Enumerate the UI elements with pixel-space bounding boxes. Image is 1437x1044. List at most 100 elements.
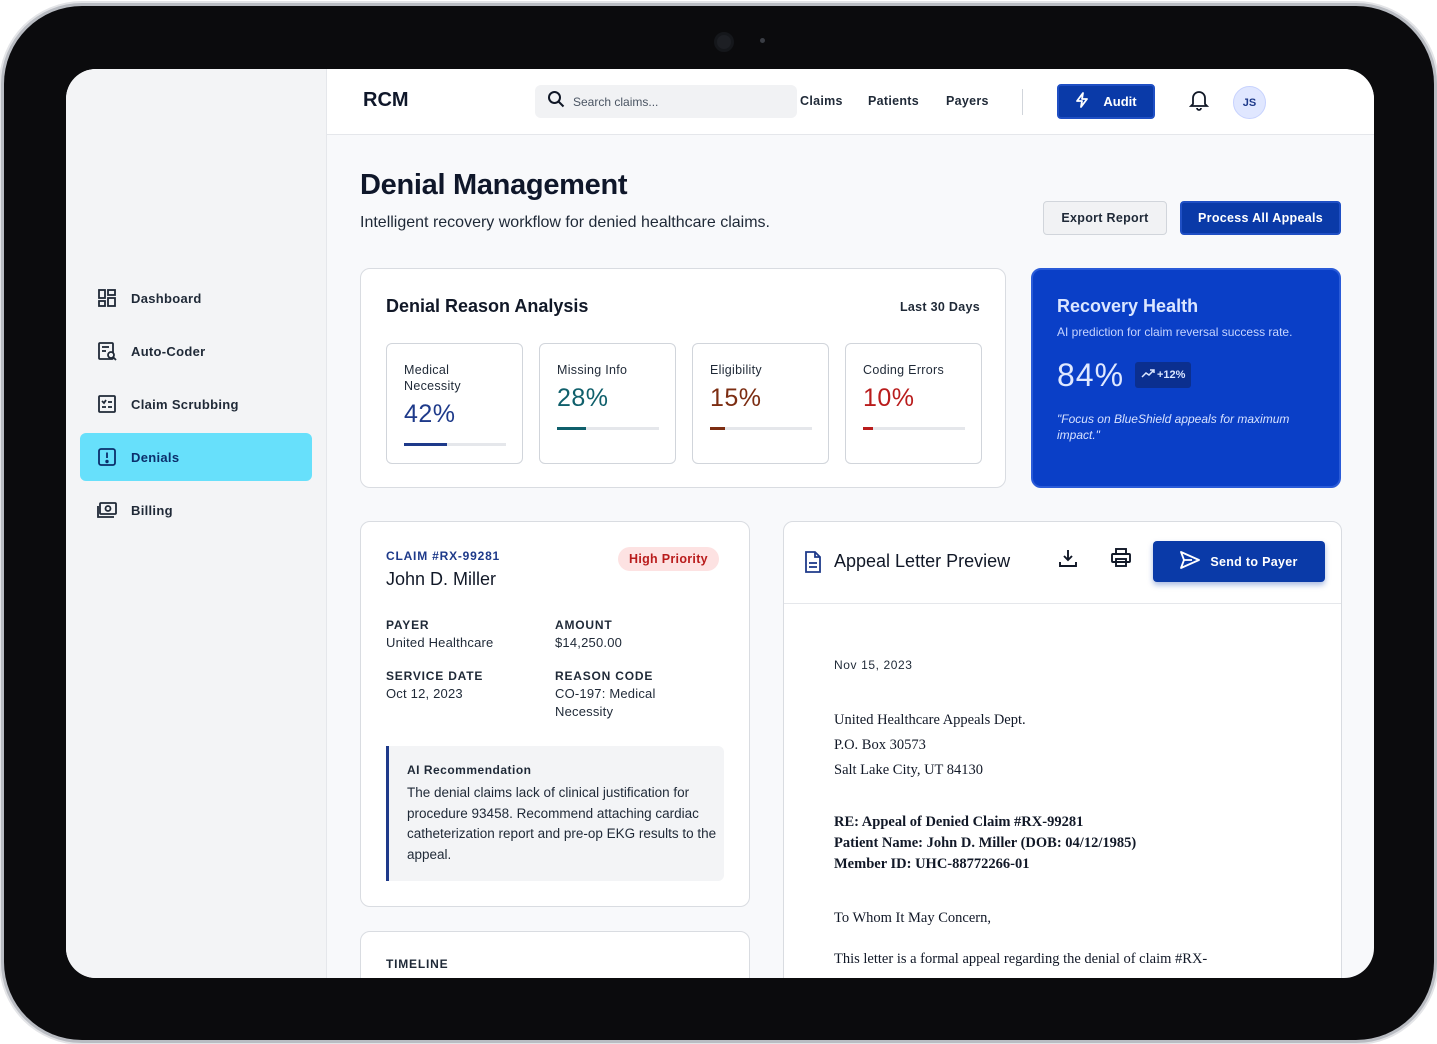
sidebar: Dashboard Auto-Coder Claim Scrubbing Den… [66, 69, 327, 978]
sidebar-item-auto-coder[interactable]: Auto-Coder [80, 327, 312, 375]
letter-date: Nov 15, 2023 [834, 658, 913, 672]
letter-header: Appeal Letter Preview Send to Payer [784, 522, 1341, 604]
print-icon[interactable] [1110, 548, 1132, 573]
health-quote: "Focus on BlueShield appeals for maximum… [1057, 412, 1290, 442]
page-title: Denial Management [360, 169, 628, 201]
metric-bar-fill [710, 427, 726, 430]
metric-card-medical-necessity[interactable]: Medical Necessity 42% [386, 343, 523, 464]
nav-link-patients[interactable]: Patients [868, 94, 920, 108]
reason-code-value: CO-197: Medical Necessity [555, 686, 656, 719]
sidebar-item-label: Dashboard [131, 290, 202, 306]
send-label: Send to Payer [1210, 554, 1298, 569]
divider [1022, 89, 1023, 115]
metric-label: Coding Errors [863, 363, 945, 377]
metric-value: 28% [557, 384, 609, 412]
letter-title: Appeal Letter Preview [834, 551, 1011, 571]
timeline-label: TIMELINE [386, 957, 449, 971]
metric-bar-track [863, 427, 965, 430]
metric-value: 15% [710, 384, 762, 412]
letter-salutation: To Whom It May Concern, [834, 910, 991, 926]
sidebar-item-label: Auto-Coder [131, 343, 206, 359]
sidebar-item-claim-scrubbing[interactable]: Claim Scrubbing [80, 380, 312, 428]
send-to-payer-button[interactable]: Send to Payer [1153, 541, 1325, 582]
billing-icon [96, 499, 118, 521]
nav-link-claims[interactable]: Claims [800, 94, 843, 108]
analysis-range[interactable]: Last 30 Days [899, 300, 980, 314]
download-icon[interactable] [1058, 548, 1078, 573]
metric-card-coding-errors[interactable]: Coding Errors 10% [845, 343, 982, 464]
patient-name: John D. Miller [386, 569, 497, 589]
payer-label: PAYER [386, 618, 430, 632]
document-icon [804, 551, 822, 578]
brand-logo[interactable]: RCM [363, 89, 409, 111]
metric-bar-fill [863, 427, 874, 430]
metric-card-missing-info[interactable]: Missing Info 28% [539, 343, 676, 464]
metric-bar-track [404, 443, 506, 446]
camera [714, 32, 734, 52]
ai-recommendation-text: The denial claims lack of clinical justi… [407, 785, 717, 862]
metric-card-eligibility[interactable]: Eligibility 15% [692, 343, 829, 464]
sidebar-item-billing[interactable]: Billing [80, 486, 312, 534]
process-all-appeals-button[interactable]: Process All Appeals [1180, 201, 1341, 235]
letter-address-line: Salt Lake City, UT 84130 [834, 762, 984, 778]
audit-button[interactable]: Audit [1057, 84, 1155, 119]
metric-label: Eligibility [710, 363, 762, 377]
metric-value: 42% [404, 400, 456, 428]
sidebar-nav: Dashboard Auto-Coder Claim Scrubbing Den… [80, 274, 312, 539]
reason-code-label: REASON CODE [555, 669, 654, 683]
trend-badge: +12% [1135, 362, 1192, 388]
analysis-title: Denial Reason Analysis [386, 296, 589, 316]
amount-value: $14,250.00 [555, 635, 623, 650]
letter-body-text: This letter is a formal appeal regarding… [834, 951, 1208, 967]
audit-label: Audit [1103, 94, 1137, 109]
lightning-icon [1075, 92, 1089, 111]
nav-link-payers[interactable]: Payers [946, 94, 989, 108]
avatar[interactable]: JS [1233, 86, 1266, 119]
top-bar: RCM Claims Patients Payers Audit JS [327, 69, 1374, 135]
bell-icon[interactable] [1188, 89, 1210, 116]
service-date-value: Oct 12, 2023 [386, 686, 463, 701]
auto-coder-icon [96, 340, 118, 362]
send-icon [1180, 551, 1201, 572]
screen: Dashboard Auto-Coder Claim Scrubbing Den… [66, 69, 1374, 978]
priority-badge: High Priority [618, 547, 719, 571]
alert-square-icon [96, 446, 118, 468]
dashboard-icon [96, 287, 118, 309]
search-icon [547, 90, 565, 113]
export-report-button[interactable]: Export Report [1043, 201, 1167, 235]
sidebar-item-dashboard[interactable]: Dashboard [80, 274, 312, 322]
camera-sensor [760, 38, 765, 43]
letter-re-line: Patient Name: John D. Miller (DOB: 04/12… [834, 835, 1137, 851]
service-date-label: SERVICE DATE [386, 669, 484, 683]
appeal-letter-card: Appeal Letter Preview Send to Payer Nov … [783, 521, 1342, 978]
payer-value: United Healthcare [386, 635, 494, 650]
sidebar-item-denials[interactable]: Denials [80, 433, 312, 481]
metric-label: Missing Info [557, 363, 628, 377]
trend-up-icon [1141, 368, 1155, 382]
amount-label: AMOUNT [555, 618, 613, 632]
claim-card: CLAIM #RX-99281 John D. Miller High Prio… [360, 521, 750, 907]
timeline-card: TIMELINE [360, 931, 750, 978]
letter-re-line: Member ID: UHC-88772266-01 [834, 856, 1030, 872]
letter-address-line: United Healthcare Appeals Dept. [834, 712, 1026, 728]
recovery-health-card: Recovery Health AI prediction for claim … [1031, 268, 1341, 488]
ai-recommendation: AI Recommendation The denial claims lack… [386, 746, 724, 881]
metric-bar-track [557, 427, 659, 430]
checklist-icon [96, 393, 118, 415]
letter-re-line: RE: Appeal of Denied Claim #RX-99281 [834, 814, 1084, 830]
health-title: Recovery Health [1057, 296, 1199, 316]
trend-value: +12% [1157, 369, 1186, 381]
metric-value: 10% [863, 384, 915, 412]
denial-reason-analysis-card: Denial Reason Analysis Last 30 Days Medi… [360, 268, 1006, 488]
search-input[interactable] [573, 94, 773, 109]
letter-address-line: P.O. Box 30573 [834, 737, 926, 753]
claim-id: CLAIM #RX-99281 [386, 549, 501, 563]
metric-label: Medical Necessity [404, 363, 461, 393]
health-description: AI prediction for claim reversal success… [1057, 325, 1293, 339]
search-box[interactable] [535, 85, 797, 118]
page-subtitle: Intelligent recovery workflow for denied… [360, 214, 770, 231]
metric-bar-track [710, 427, 812, 430]
sidebar-item-label: Denials [131, 449, 180, 465]
sidebar-item-label: Claim Scrubbing [131, 396, 239, 412]
ai-recommendation-label: AI Recommendation [407, 763, 532, 777]
